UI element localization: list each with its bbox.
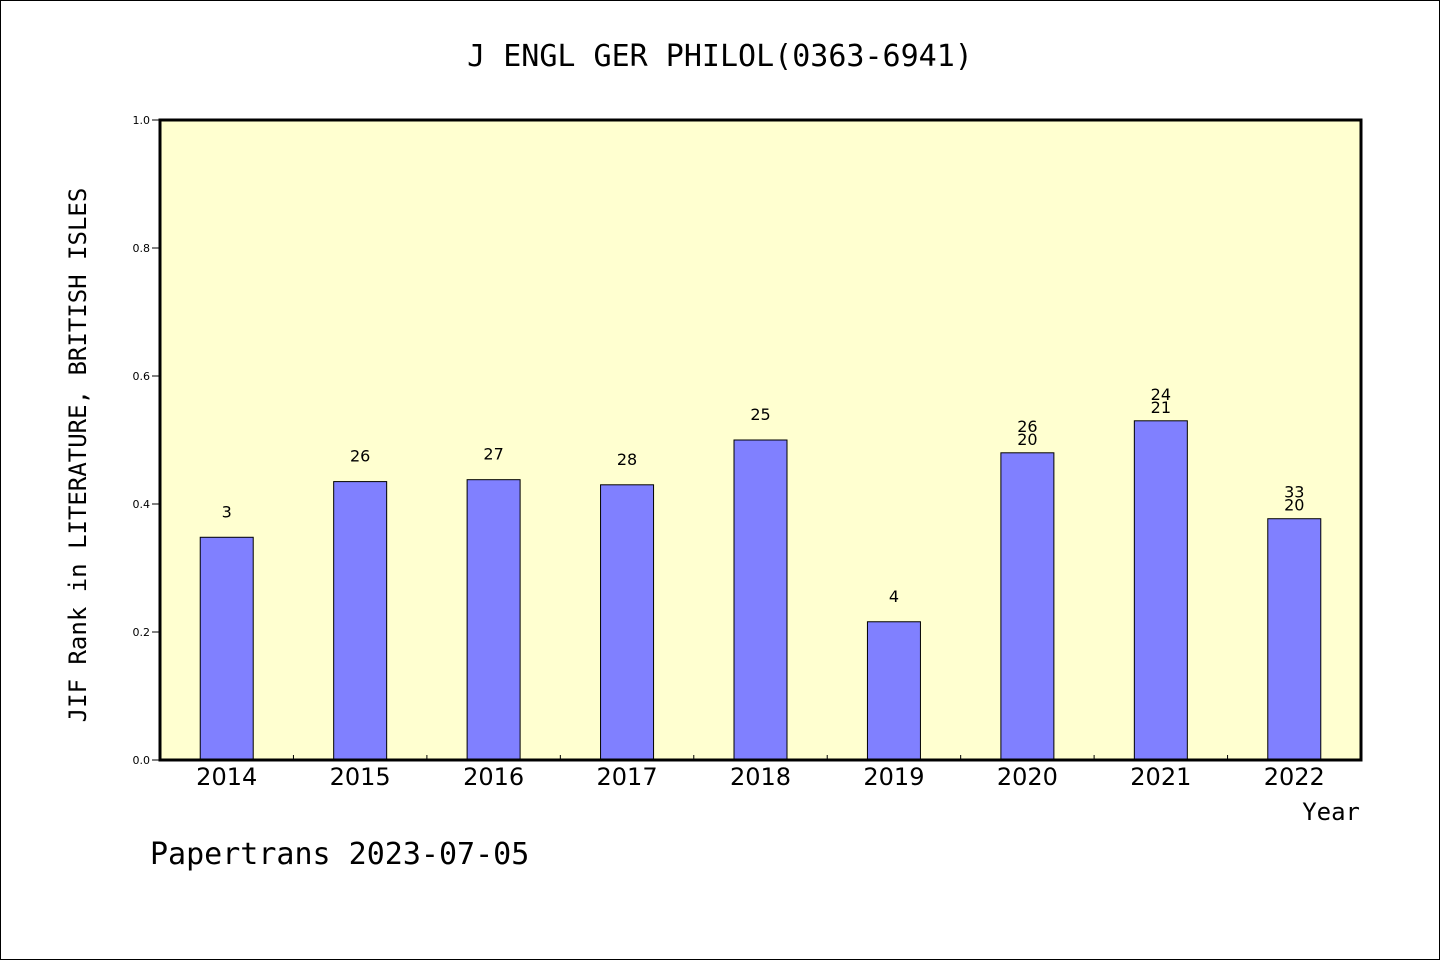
x-tick-label-2018: 2018 xyxy=(730,763,791,791)
bar-2017 xyxy=(600,484,655,761)
y-tick-label-0.6: 0.6 xyxy=(133,370,151,383)
bar-label-2022-2: 20 xyxy=(1284,496,1304,515)
axes-layer: 2014 2015 2016 2017 2018 2019 2020 2021 20220.00… xyxy=(133,114,1363,791)
bar-label-2022-1: 33 xyxy=(1284,483,1304,502)
x-tick-label-2020: 2020 xyxy=(997,763,1058,791)
chart-title: J ENGL GER PHILOL(0363-6941) xyxy=(467,39,973,74)
x-tick-label-2016: 2016 xyxy=(463,763,524,791)
bar-2014 xyxy=(199,536,254,761)
bar-2016 xyxy=(466,479,521,761)
y-axis-label: JIF Rank in LITERATURE, BRITISH ISLES xyxy=(64,188,92,723)
y-tick-label-0.2: 0.2 xyxy=(133,626,151,639)
bar-label-2019-1: 4 xyxy=(889,587,899,606)
bar-label-2021-1: 24 xyxy=(1151,385,1171,404)
bar-2020 xyxy=(1000,452,1055,761)
y-tick-label-1.0: 1.0 xyxy=(133,114,151,127)
x-tick-label-2021: 2021 xyxy=(1130,763,1191,791)
bar-label-2020-2: 20 xyxy=(1017,430,1037,449)
bar-label-2015-1: 26 xyxy=(350,447,370,466)
bar-label-2021-2: 21 xyxy=(1151,398,1171,417)
x-tick-label-2015: 2015 xyxy=(330,763,391,791)
footer-credit: Papertrans 2023-07-05 xyxy=(150,837,529,872)
bar-2019 xyxy=(866,621,921,761)
x-tick-label-2014: 2014 xyxy=(196,763,257,791)
bar-label-2016-1: 27 xyxy=(483,445,503,464)
bar-2022 xyxy=(1267,518,1322,761)
bar-label-2017-1: 28 xyxy=(617,450,637,469)
bar-2015 xyxy=(333,481,388,761)
bar-2021 xyxy=(1133,420,1188,761)
x-tick-label-2017: 2017 xyxy=(597,763,658,791)
bar-label-2020-1: 26 xyxy=(1017,417,1037,436)
x-tick-label-2022: 2022 xyxy=(1264,763,1325,791)
bar-2018 xyxy=(733,439,788,761)
y-tick-label-0.4: 0.4 xyxy=(133,498,151,511)
bar-label-2014-1: 3 xyxy=(222,502,232,521)
x-tick-label-2019: 2019 xyxy=(863,763,924,791)
y-tick-label-0.8: 0.8 xyxy=(133,242,151,255)
x-axis-label: Year xyxy=(1302,798,1360,826)
plot-border xyxy=(158,118,1363,762)
bar-label-2018-1: 25 xyxy=(750,405,770,424)
y-tick-label-0.0: 0.0 xyxy=(133,754,151,767)
